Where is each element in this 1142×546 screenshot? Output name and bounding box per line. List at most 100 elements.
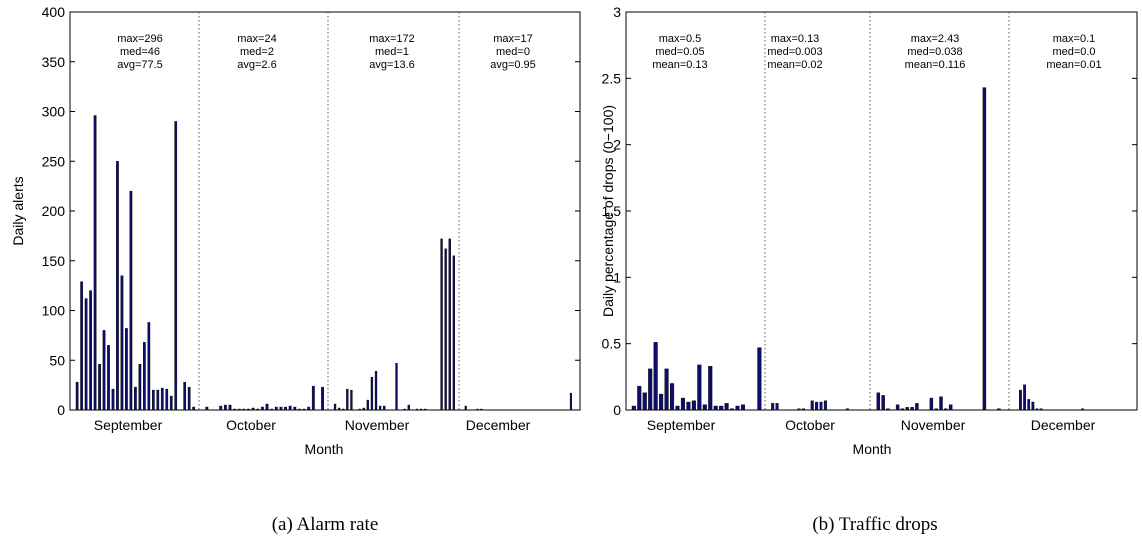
chart0-stat-text: avg=77.5: [117, 59, 163, 71]
chart0-bar: [156, 389, 160, 411]
chart1-ytick-label: 0: [613, 402, 621, 418]
chart1-bar: [815, 401, 819, 411]
chart0-bar: [333, 403, 337, 411]
chart0-caption: (a) Alarm rate: [272, 514, 379, 535]
chart0-bar: [143, 342, 146, 411]
chart0-bar: [321, 386, 324, 411]
chart0-bar: [337, 407, 341, 411]
chart1-bar: [845, 408, 849, 411]
chart0-month-label: October: [226, 417, 276, 433]
chart0-ytick-label: 300: [42, 104, 66, 120]
chart0-bar: [444, 248, 447, 411]
chart1-stat-text: med=0.05: [655, 46, 704, 58]
chart1-bar: [664, 368, 669, 411]
chart0-bar: [378, 405, 382, 411]
chart0-bar: [187, 386, 191, 411]
chart1-bar: [691, 400, 696, 411]
chart0-stat-text: avg=2.6: [237, 59, 276, 71]
chart0-bar: [464, 405, 467, 411]
chart1-stat-text: max=0.1: [1053, 33, 1096, 45]
chart0-stat-text: med=2: [240, 46, 274, 58]
chart1-bar: [810, 400, 814, 411]
chart0-bar: [129, 190, 133, 411]
chart1-bar: [724, 403, 729, 411]
chart1-bar: [886, 408, 890, 411]
chart0-bar: [448, 238, 451, 411]
chart1-stat-text: max=2.43: [911, 33, 960, 45]
chart1-bar: [910, 407, 914, 411]
chart1-stat-text: med=0.038: [907, 46, 962, 58]
chart0-stat-text: max=296: [117, 33, 163, 45]
chart1-bar: [719, 405, 724, 411]
chart0-stat-text: max=24: [237, 33, 276, 45]
chart0-bar: [75, 381, 79, 411]
chart0-bar: [111, 388, 115, 411]
chart0-bar: [288, 405, 292, 411]
chart0-stat-text: max=172: [369, 33, 415, 45]
chart1-month-label: October: [785, 417, 835, 433]
chart0-bar: [476, 408, 479, 411]
chart1-bar: [697, 364, 702, 411]
chart0-stat-text: max=17: [493, 33, 532, 45]
chart0-bar: [192, 406, 196, 411]
chart0-bar: [311, 385, 315, 411]
chart0-bar: [89, 290, 92, 411]
chart0-bar: [84, 298, 88, 411]
chart0-bar: [80, 281, 83, 411]
chart1-bar: [1081, 408, 1084, 411]
chart0-bar: [116, 161, 119, 411]
chart1-stat-text: mean=0.02: [767, 59, 822, 71]
chart0-bar: [307, 406, 311, 411]
chart1-ytick-label: 2: [613, 137, 621, 153]
chart1-bar: [801, 408, 805, 411]
chart0-bar: [242, 408, 246, 411]
chart1-bar: [948, 404, 953, 411]
chart0-bar: [407, 404, 410, 411]
chart1-bar: [659, 393, 664, 411]
chart1-bar: [997, 408, 1001, 411]
chart1-bar: [929, 397, 934, 411]
chart1-xlabel: Month: [853, 441, 892, 457]
chart0-stat-text: avg=13.6: [369, 59, 415, 71]
chart1-month-label: December: [1031, 417, 1096, 433]
chart1-bar: [675, 405, 680, 411]
chart1-bar: [637, 385, 642, 411]
chart0-ytick-label: 100: [42, 303, 66, 319]
chart1-bar: [944, 408, 948, 411]
chart0-bar: [350, 389, 353, 411]
chart0-bar: [395, 363, 398, 411]
chart1-bar: [735, 405, 740, 411]
chart0-month-label: September: [94, 417, 163, 433]
chart0-bar: [233, 408, 237, 411]
chart0-bar: [452, 255, 456, 411]
chart0-bar: [403, 408, 406, 411]
chart0-bar: [302, 408, 306, 411]
chart0-bar: [251, 407, 255, 411]
chart1-ytick-label: 2.5: [602, 70, 622, 86]
chart1-ytick-label: 3: [613, 4, 621, 20]
chart0-bar: [93, 115, 97, 411]
chart1-bar: [982, 87, 987, 411]
chart1-bar: [819, 401, 823, 411]
chart0-bar: [223, 404, 227, 411]
chart0-bar: [298, 408, 301, 411]
chart1-stat-text: max=0.13: [771, 33, 820, 45]
chart0-bar: [346, 388, 349, 411]
chart1-bar: [881, 395, 885, 411]
chart1-ytick-label: 1: [613, 269, 621, 285]
chart0-bar: [260, 406, 264, 411]
chart1-bar: [775, 403, 779, 411]
chart1-bar: [648, 368, 653, 411]
chart0-bar: [265, 403, 269, 411]
chart0-bar: [342, 408, 345, 411]
chart1-bar: [934, 408, 938, 411]
chart1-bar: [686, 401, 691, 411]
chart0-ytick-label: 350: [42, 54, 66, 70]
chart0-ytick-label: 150: [42, 253, 66, 269]
chart1-bar: [1035, 408, 1039, 411]
chart1-bar: [642, 392, 647, 411]
chart1-stat-text: med=0.003: [767, 46, 822, 58]
chart0-ytick-label: 200: [42, 203, 66, 219]
chart0-bar: [440, 238, 443, 411]
